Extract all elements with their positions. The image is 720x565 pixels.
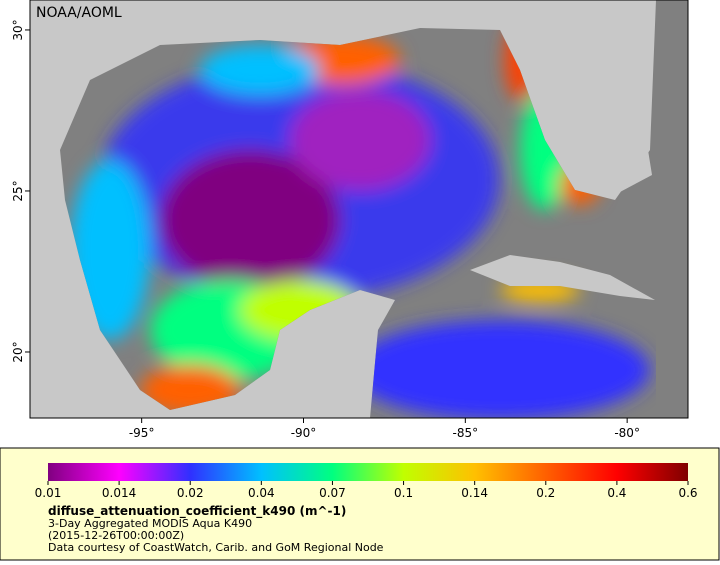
- colorbar-tick-label: 0.01: [35, 486, 62, 500]
- cuba: [470, 255, 655, 300]
- k490-field: [70, 20, 650, 418]
- colorbar-tick-label: 0.014: [102, 486, 136, 500]
- y-tick-label: 30°: [11, 19, 25, 40]
- colorbar-tick-label: 0.02: [177, 486, 204, 500]
- legend-line: (2015-12-26T00:00:00Z): [48, 529, 184, 542]
- map: [30, 0, 688, 418]
- colorbar-tick-label: 0.2: [536, 486, 555, 500]
- colorbar-tick-label: 0.6: [678, 486, 697, 500]
- legend-title: diffuse_attenuation_coefficient_k490 (m^…: [48, 504, 346, 519]
- colorbar-tick-label: 0.1: [394, 486, 413, 500]
- x-tick-label: -85°: [453, 426, 479, 440]
- ocean: [656, 0, 688, 418]
- legend-line: Data courtesy of CoastWatch, Carib. and …: [48, 541, 384, 554]
- colorbar: [48, 463, 688, 481]
- x-tick-label: -80°: [614, 426, 640, 440]
- florida: [525, 25, 652, 192]
- x-tick-label: -90°: [291, 426, 317, 440]
- y-tick-label: 25°: [11, 180, 25, 201]
- colorbar-tick-label: 0.4: [607, 486, 626, 500]
- colorbar-tick-label: 0.07: [319, 486, 346, 500]
- colorbar-tick-label: 0.04: [248, 486, 275, 500]
- credit: NOAA/AOML: [36, 5, 122, 21]
- map-frame: [29, 0, 689, 419]
- legend-line: 3-Day Aggregated MODIS Aqua K490: [48, 517, 252, 530]
- y-tick-label: 20°: [11, 341, 25, 362]
- x-tick-label: -95°: [129, 426, 155, 440]
- colorbar-tick-label: 0.14: [461, 486, 488, 500]
